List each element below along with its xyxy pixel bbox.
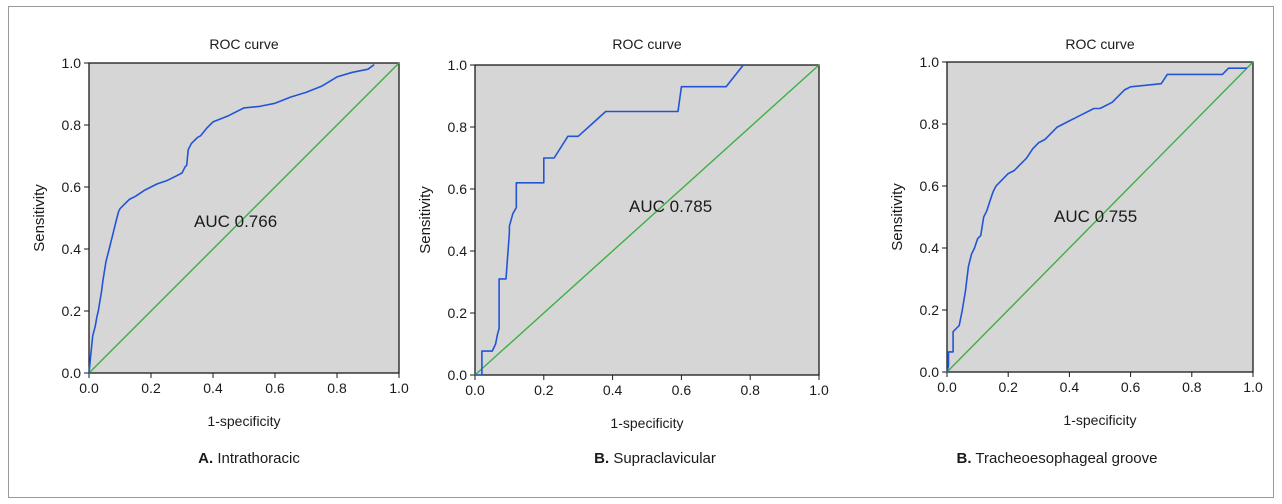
panel2-x-tick-label: 0.4 [603, 382, 623, 398]
panel1-y-tick-label: 1.0 [62, 55, 82, 71]
panel2-y-tick-label: 0.6 [448, 181, 468, 197]
panel1-y-tick-label: 0.4 [62, 241, 82, 257]
panel3-x-tick-label: 0.6 [1121, 379, 1141, 395]
panel3-reference-line [946, 61, 1254, 373]
panel2-x-axis-label: 1-specificity [610, 415, 683, 431]
panel2-chart-title: ROC curve [612, 36, 681, 52]
panel2-x-tick-label: 0.0 [465, 382, 485, 398]
panel1-y-tick-label: 0.6 [62, 179, 82, 195]
caption-b-tracheoesophageal: B. Tracheoesophageal groove [956, 450, 1158, 467]
panel3-x-tick-label: 0.0 [937, 379, 957, 395]
panel2-y-axis-label: Sensitivity [417, 186, 434, 254]
panel1-x-tick-label: 0.4 [203, 380, 223, 396]
panel1-x-tick-label: 0.6 [265, 380, 285, 396]
panel2-x-tick-label: 1.0 [809, 382, 829, 398]
panel3-x-tick-label: 0.2 [998, 379, 1018, 395]
figure-frame: ROC curve 0.0 0.2 0.4 0.6 0.8 1.0 0.0 0.2 0.4 0.6 0… [8, 6, 1274, 498]
panel1-x-tick-label: 1.0 [389, 380, 409, 396]
panel3-y-axis-label: Sensitivity [889, 183, 906, 251]
panel2-x-tick-label: 0.2 [534, 382, 554, 398]
panel3-x-tick-label: 0.8 [1182, 379, 1202, 395]
panel3-y-tick-label: 0.6 [920, 178, 940, 194]
panel1-chart-title: ROC curve [209, 36, 278, 52]
panel3-auc-annotation: AUC 0.755 [1054, 207, 1137, 226]
caption-a: A. Intrathoracic [198, 450, 300, 467]
roc-figure: ROC curve 0.0 0.2 0.4 0.6 0.8 1.0 0.0 0.2 0.4 0.6 0… [31, 36, 1263, 431]
panel3-roc-curve [946, 67, 1247, 373]
panel1-y-axis-label: Sensitivity [31, 184, 48, 252]
panel3-y-tick-label: 0.0 [920, 364, 940, 380]
panel3-x-axis-label: 1-specificity [1063, 412, 1136, 428]
panel1-roc-curve [88, 63, 375, 374]
panel2-roc-curve [475, 64, 744, 376]
panel1-auc-annotation: AUC 0.766 [194, 212, 277, 231]
panel3-y-tick-label: 0.4 [920, 240, 940, 256]
panel2-y-tick-label: 0.8 [448, 119, 468, 135]
panel1-x-axis-label: 1-specificity [207, 413, 280, 429]
panel3-y-tick-label: 1.0 [920, 54, 940, 70]
panel2-x-tick-label: 0.6 [672, 382, 692, 398]
panel3-y-tick-label: 0.2 [920, 302, 940, 318]
panel1-x-tick-label: 0.0 [79, 380, 99, 396]
panel3-y-tick-label: 0.8 [920, 116, 940, 132]
panel2-auc-annotation: AUC 0.785 [629, 197, 712, 216]
panel1-reference-line [88, 62, 400, 374]
panel1-y-tick-label: 0.2 [62, 303, 82, 319]
caption-b-supraclavicular: B. Supraclavicular [594, 450, 716, 467]
panel1-y-tick-label: 0.0 [62, 365, 82, 381]
panel1-x-tick-label: 0.8 [327, 380, 347, 396]
panel1-y-tick-label: 0.8 [62, 117, 82, 133]
panel3-x-tick-label: 1.0 [1243, 379, 1263, 395]
panel2-x-tick-label: 0.8 [740, 382, 760, 398]
panel3-chart-title: ROC curve [1065, 36, 1134, 52]
panel1-x-tick-label: 0.2 [141, 380, 161, 396]
panel3-x-tick-label: 0.4 [1060, 379, 1080, 395]
panel2-y-tick-label: 1.0 [448, 57, 468, 73]
panel2-y-tick-label: 0.4 [448, 243, 468, 259]
panel2-y-tick-label: 0.0 [448, 367, 468, 383]
panel2-reference-line [474, 64, 820, 376]
panel2-y-tick-label: 0.2 [448, 305, 468, 321]
